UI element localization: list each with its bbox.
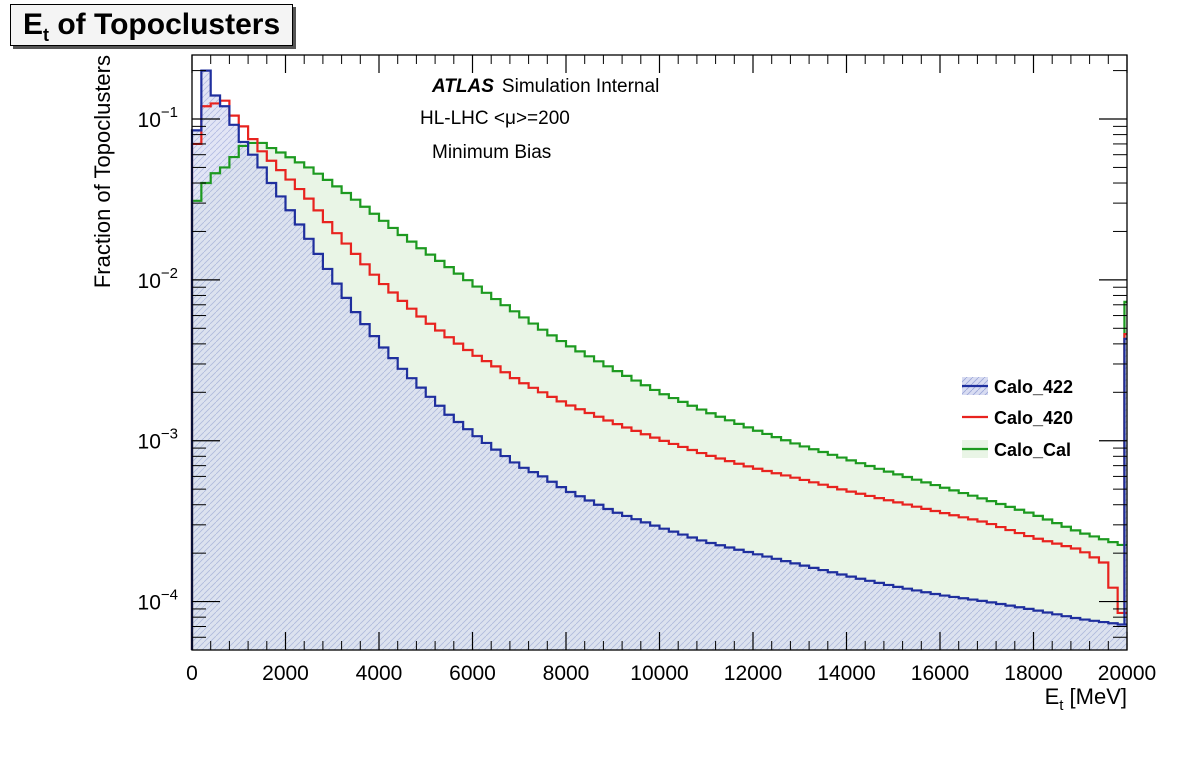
legend-label-calo-422: Calo_422 [994, 377, 1073, 397]
x-tick-label: 8000 [543, 662, 590, 685]
x-tick-label: 4000 [356, 662, 403, 685]
run-condition-label: HL-LHC <μ>=200 [420, 108, 570, 129]
legend-label-calo-cal: Calo_Cal [994, 440, 1071, 460]
x-tick-label: 0 [186, 662, 198, 685]
x-tick-label: 10000 [630, 662, 688, 685]
x-tick-label: 16000 [911, 662, 969, 685]
legend: Calo_422 Calo_420 Calo_Cal [962, 377, 1073, 460]
x-tick-label: 12000 [724, 662, 782, 685]
legend-label-calo-420: Calo_420 [994, 408, 1073, 428]
series-fill-calo-422 [192, 70, 1127, 651]
legend-entry-calo-cal: Calo_Cal [962, 440, 1071, 460]
legend-entry-calo-422: Calo_422 [962, 377, 1073, 397]
sample-label: Minimum Bias [432, 142, 551, 163]
x-tick-label: 2000 [262, 662, 309, 685]
series-line-calo-420 [190, 99, 1127, 650]
atlas-label: ATLAS Simulation Internal [431, 76, 659, 97]
legend-entry-calo-420: Calo_420 [962, 408, 1073, 428]
x-tick-label: 14000 [817, 662, 875, 685]
x-axis-title: Et [MeV] [1045, 684, 1127, 714]
x-tick-label: 18000 [1004, 662, 1062, 685]
y-tick-label: 10−1 [138, 104, 178, 132]
x-tick-label: 20000 [1098, 662, 1156, 685]
y-axis-title: Fraction of Topoclusters [90, 55, 115, 288]
chart-title: Et of Topoclusters [10, 4, 294, 46]
series-line-calo-422 [190, 69, 1127, 650]
x-tick-label: 6000 [449, 662, 496, 685]
y-tick-label: 10−3 [138, 426, 178, 454]
y-tick-label: 10−2 [138, 265, 178, 293]
series-line-calo-cal [190, 141, 1127, 650]
y-tick-label: 10−4 [138, 587, 178, 615]
